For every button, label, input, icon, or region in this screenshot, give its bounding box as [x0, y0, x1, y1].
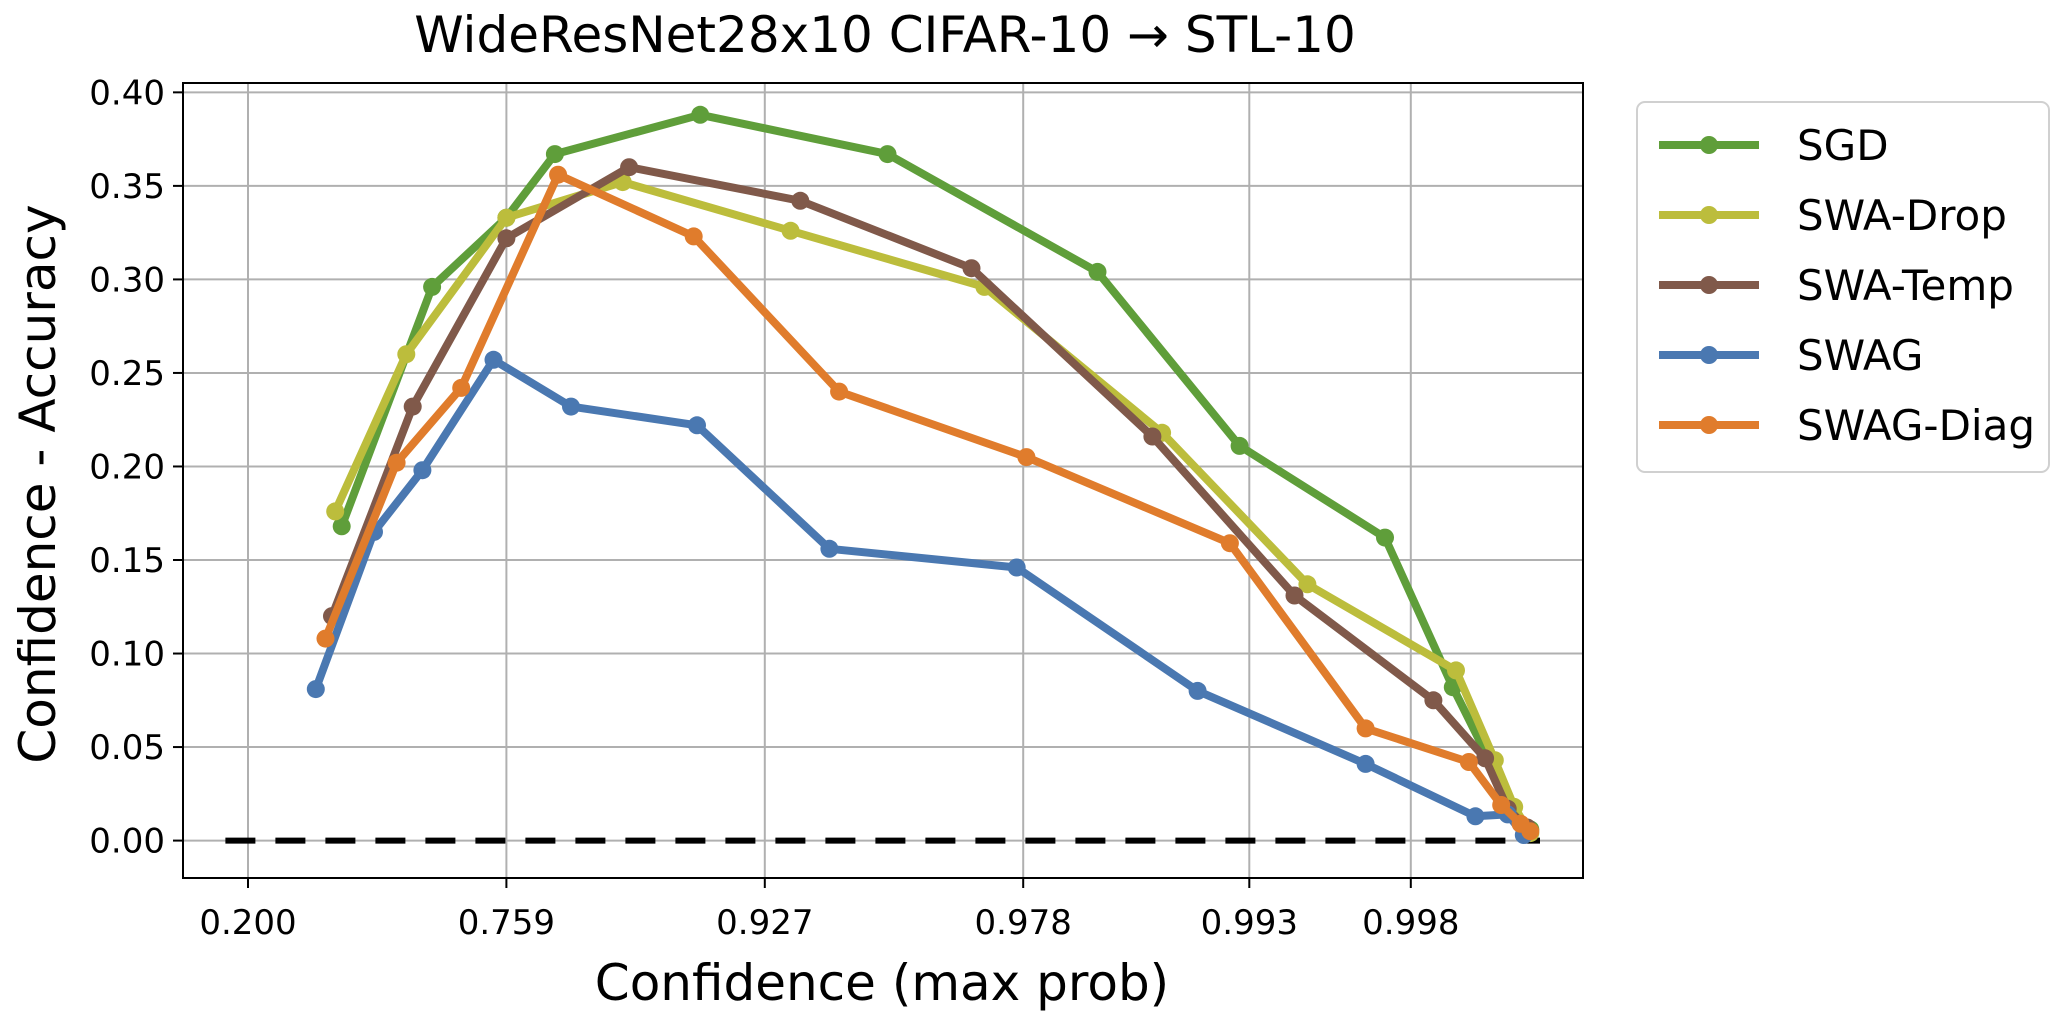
legend-item-swag-diag: SWAG-Diag [1659, 401, 2035, 450]
x-tick-label: 0.998 [1362, 903, 1459, 943]
data-point [1230, 436, 1249, 455]
data-point [497, 229, 516, 248]
data-point [306, 680, 325, 699]
y-tick-label: 0.30 [89, 260, 165, 300]
data-point [326, 502, 345, 521]
data-point [791, 191, 810, 210]
data-point [1424, 691, 1443, 710]
legend-label: SWAG-Diag [1797, 401, 2035, 450]
data-point [497, 208, 516, 227]
data-point [820, 539, 839, 558]
data-point [1298, 575, 1317, 594]
data-point [620, 158, 639, 177]
data-point [1143, 427, 1162, 446]
data-point [316, 629, 335, 648]
y-tick-label: 0.15 [89, 541, 165, 581]
data-point [1356, 719, 1375, 738]
x-axis-title: Confidence (max prob) [595, 954, 1169, 1012]
legend-swatch-marker [1700, 136, 1718, 154]
x-tick-label: 0.978 [975, 903, 1072, 943]
data-point [688, 416, 706, 435]
legend-swatch-marker [1700, 416, 1718, 434]
legend-swatch-marker [1700, 346, 1718, 364]
data-point [1492, 796, 1511, 814]
legend-swatch-marker [1700, 206, 1718, 224]
data-point [1459, 753, 1478, 771]
data-point [1466, 807, 1485, 826]
x-axis-ticks: 0.200 0.759 0.927 0.978 0.993 0.998 [199, 878, 1459, 943]
data-point [1285, 586, 1304, 605]
x-tick-label: 0.927 [716, 903, 813, 943]
data-point [781, 221, 800, 240]
data-point [484, 350, 503, 369]
legend-item-swa-drop: SWA-Drop [1659, 191, 2007, 240]
legend-swatch-marker [1700, 276, 1718, 294]
y-tick-label: 0.00 [89, 822, 165, 862]
data-point [549, 165, 568, 184]
data-point [1220, 534, 1239, 553]
x-tick-label: 0.759 [458, 903, 555, 943]
data-point [1188, 681, 1207, 700]
data-point [691, 105, 710, 124]
data-point [332, 517, 351, 536]
data-point [1476, 749, 1495, 768]
data-point [830, 382, 849, 401]
data-point [545, 145, 564, 164]
legend-item-swag: SWAG [1659, 331, 1923, 380]
grid [183, 83, 1583, 878]
x-tick-label: 0.200 [199, 903, 296, 943]
chart-title: WideResNet28x10 CIFAR-10 → STL-10 [414, 6, 1356, 64]
data-point [684, 227, 703, 246]
y-tick-label: 0.20 [89, 447, 165, 487]
y-axis-ticks: 0.00 0.05 0.10 0.15 0.20 0.25 0.30 0.35 0.40 [89, 73, 183, 862]
data-point [962, 259, 981, 278]
data-point [397, 345, 416, 364]
data-point [1521, 822, 1540, 841]
y-tick-label: 0.25 [89, 354, 165, 394]
series-layer [306, 105, 1540, 844]
legend-label: SWA-Temp [1797, 261, 2014, 310]
data-point [387, 453, 406, 472]
data-point [403, 397, 422, 416]
legend: SGD SWA-Drop SWA-Temp SWAG SWAG-Diag [1636, 101, 2050, 473]
data-point [423, 277, 442, 296]
y-tick-label: 0.35 [89, 167, 165, 207]
y-tick-label: 0.10 [89, 635, 165, 675]
data-point [413, 461, 432, 480]
x-tick-label: 0.993 [1201, 903, 1298, 943]
legend-label: SWA-Drop [1797, 191, 2007, 240]
legend-box [1636, 101, 2050, 473]
y-tick-label: 0.05 [89, 728, 165, 768]
series-swag-diag [316, 165, 1540, 841]
y-axis-title: Confidence - Accuracy [9, 204, 67, 763]
data-point [1376, 528, 1394, 547]
data-point [1088, 262, 1107, 281]
data-point [1356, 754, 1375, 773]
legend-item-sgd: SGD [1659, 121, 1889, 170]
data-point [1447, 661, 1465, 680]
data-point [452, 378, 471, 397]
legend-item-swa-temp: SWA-Temp [1659, 261, 2014, 310]
y-tick-label: 0.40 [89, 73, 165, 113]
series-line [328, 163, 1532, 832]
data-point [562, 397, 580, 416]
legend-label: SWAG [1797, 331, 1923, 380]
plot-frame [182, 82, 1584, 879]
data-point [878, 145, 897, 164]
data-point [1017, 448, 1036, 467]
data-point [1007, 558, 1026, 577]
legend-label: SGD [1797, 121, 1889, 170]
